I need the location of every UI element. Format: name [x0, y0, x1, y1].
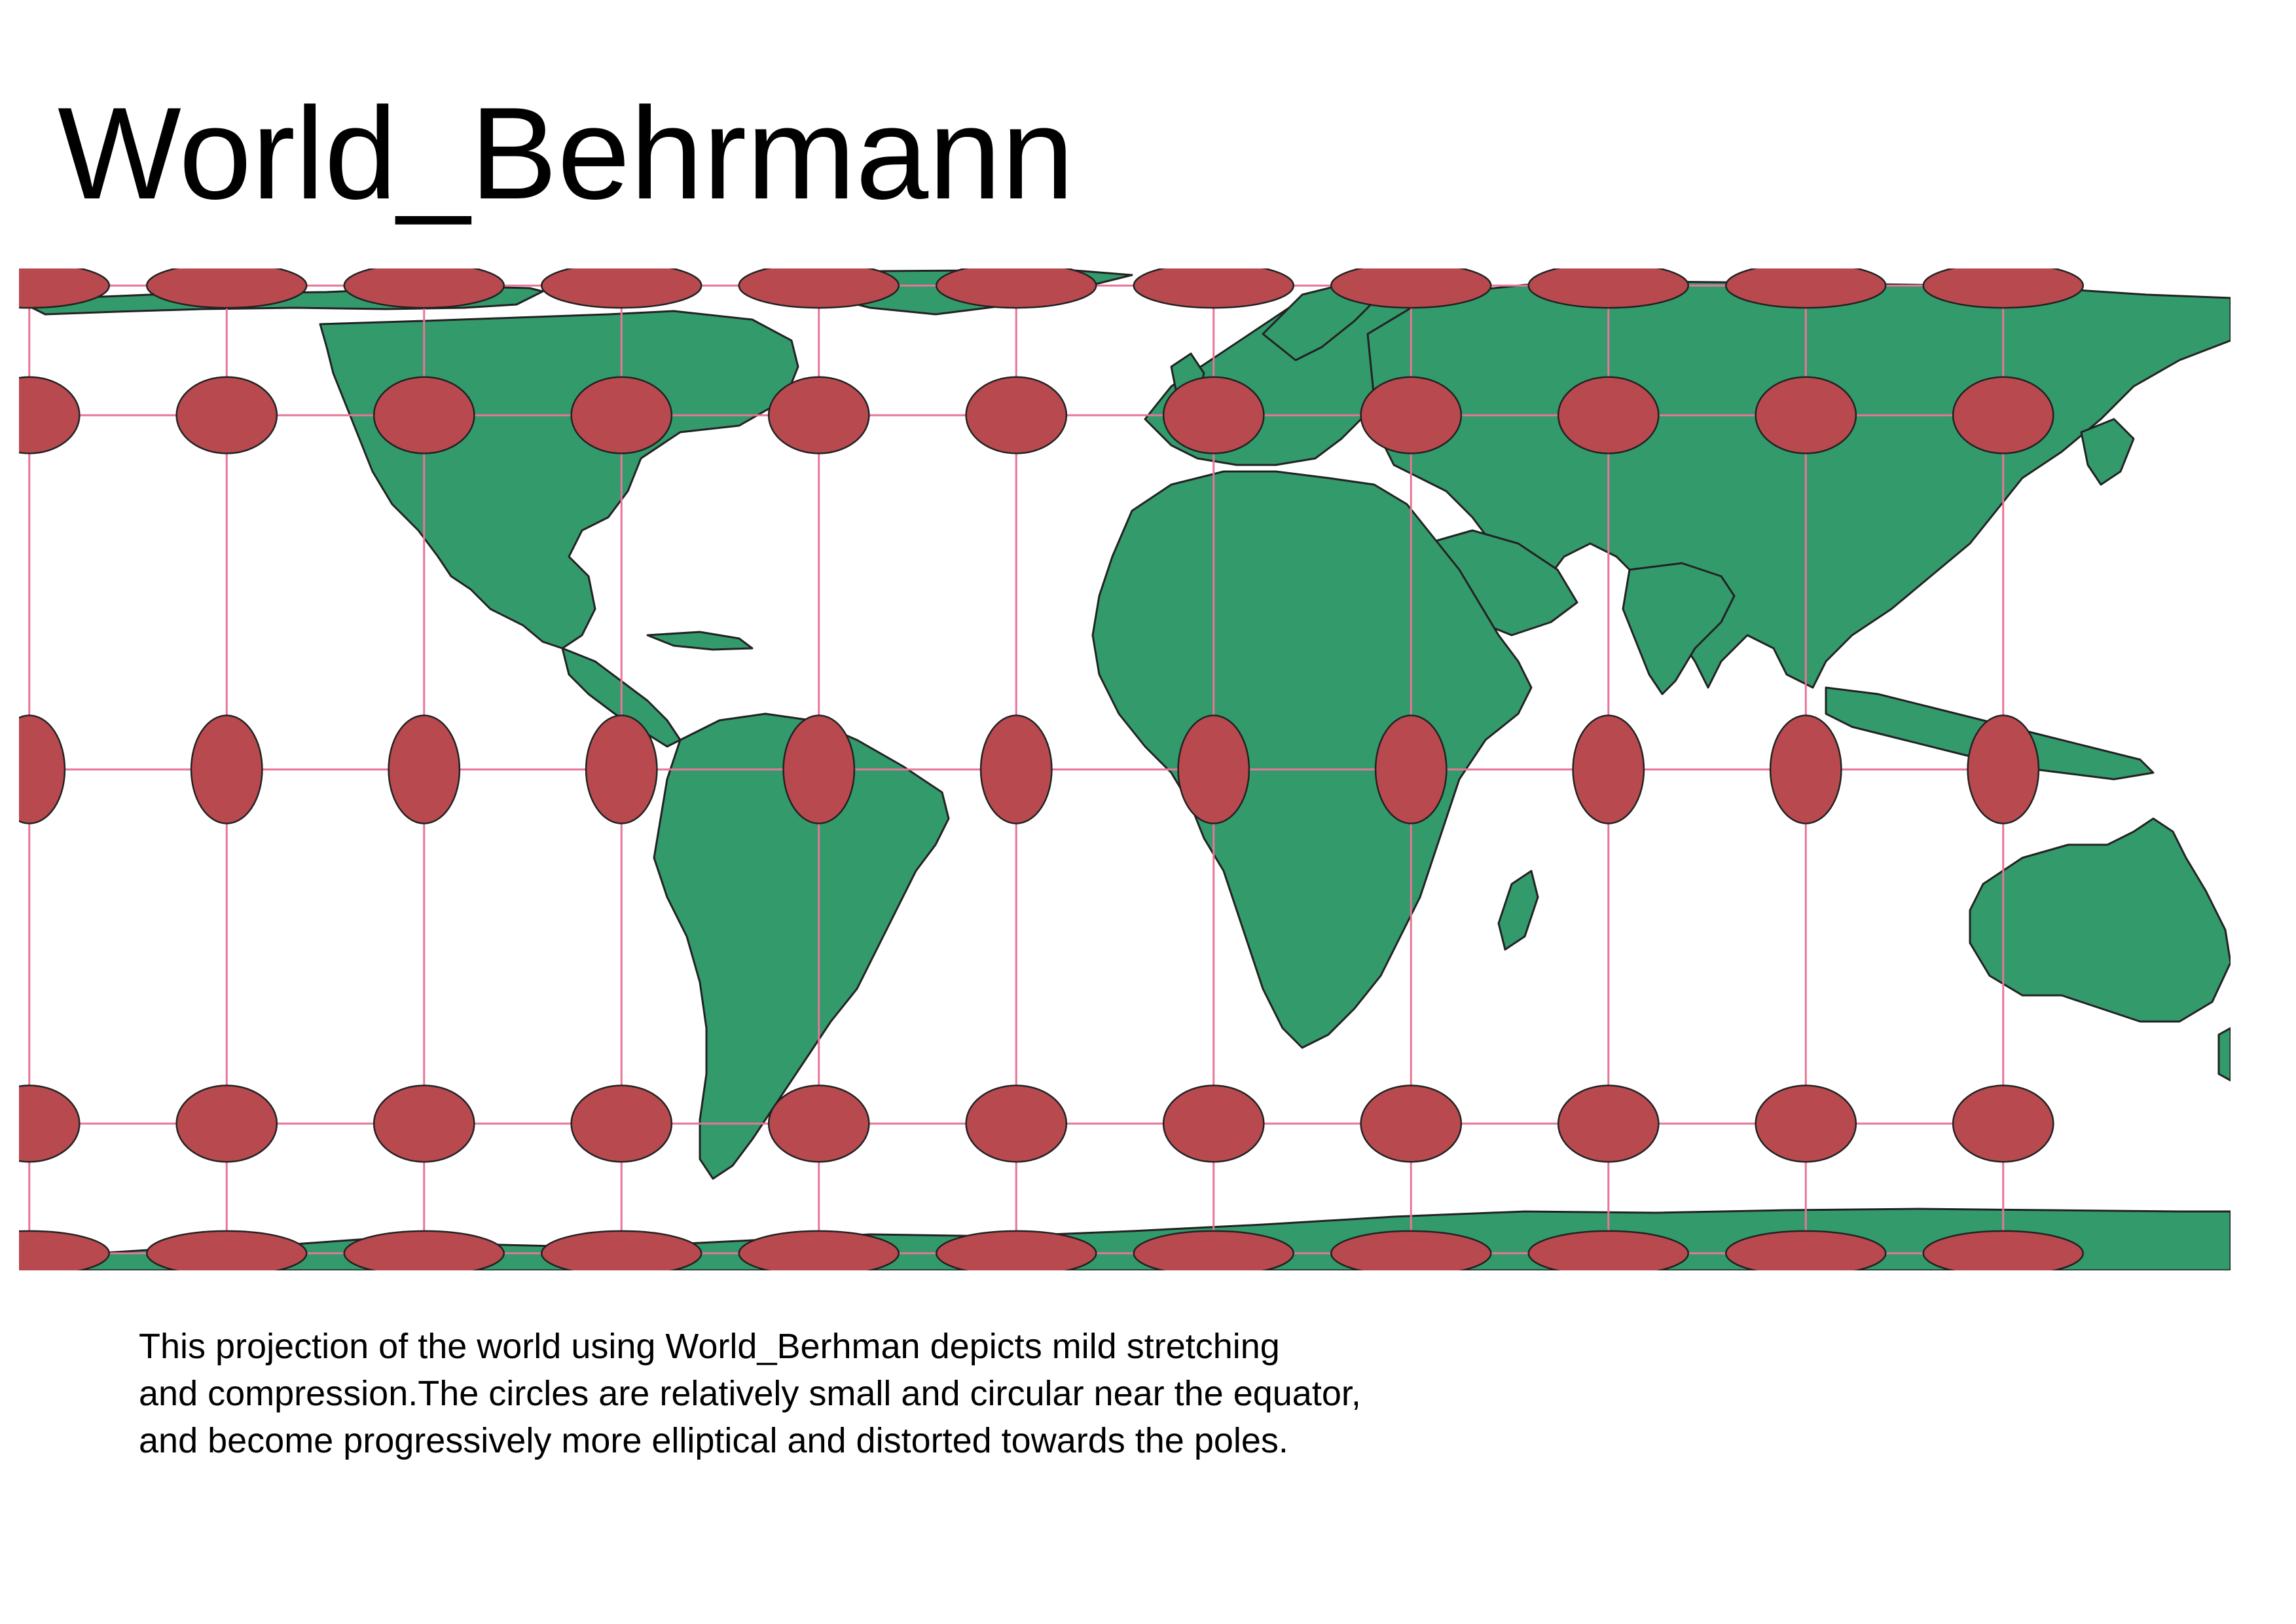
tissot-ellipse-r0-c10	[1922, 268, 2084, 309]
tissot-ellipse-r1-c0	[19, 376, 81, 454]
tissot-ellipse-r1-c3	[570, 376, 673, 454]
tissot-ellipse-r1-c1	[175, 376, 278, 454]
page-title: World_Behrmann	[58, 81, 1074, 227]
tissot-ellipse-r4-c2	[343, 1230, 505, 1270]
tissot-ellipse-r0-c5	[936, 268, 1097, 309]
tissot-ellipse-r4-c10	[1922, 1230, 2084, 1270]
landmass-caribbean	[646, 631, 754, 651]
description-line-1: This projection of the world using World…	[139, 1327, 1280, 1366]
tissot-ellipse-r3-c2	[373, 1084, 475, 1163]
world-map	[19, 268, 2231, 1270]
tissot-ellipse-r3-c0	[19, 1084, 81, 1163]
tissot-ellipse-r2-c5	[979, 714, 1053, 824]
tissot-ellipse-r4-c3	[541, 1230, 702, 1270]
tissot-ellipse-r2-c6	[1177, 714, 1250, 824]
tissot-ellipse-r0-c8	[1527, 268, 1689, 309]
tissot-ellipse-r3-c7	[1360, 1084, 1463, 1163]
tissot-ellipse-r3-c5	[965, 1084, 1068, 1163]
landmass-madagascar	[1497, 870, 1539, 951]
tissot-ellipse-r0-c0	[19, 268, 110, 309]
tissot-ellipse-r4-c9	[1725, 1230, 1887, 1270]
landmass-scandinavia	[1262, 280, 1382, 361]
tissot-ellipse-r1-c8	[1557, 376, 1660, 454]
landmass-indian-subcontinent	[1622, 562, 1736, 695]
landmass-africa	[1091, 470, 1533, 1049]
tissot-ellipse-r3-c6	[1162, 1084, 1265, 1163]
tissot-ellipse-r4-c4	[738, 1230, 900, 1270]
tissot-ellipse-r1-c2	[373, 376, 475, 454]
tissot-ellipse-r3-c10	[1952, 1084, 2054, 1163]
tissot-ellipse-r0-c1	[146, 268, 308, 309]
description-line-3: and become progressively more elliptical…	[139, 1421, 1288, 1460]
tissot-ellipse-r4-c5	[936, 1230, 1097, 1270]
landmass-north-america	[319, 310, 799, 650]
tissot-ellipse-r3-c4	[767, 1084, 870, 1163]
tissot-ellipse-r3-c3	[570, 1084, 673, 1163]
tissot-ellipse-r4-c0	[19, 1230, 110, 1270]
tissot-ellipse-r2-c7	[1374, 714, 1448, 824]
tissot-ellipse-r3-c9	[1755, 1084, 1857, 1163]
tissot-ellipse-r4-c1	[146, 1230, 308, 1270]
tissot-ellipse-r0-c9	[1725, 268, 1887, 309]
landmass-south-america	[653, 712, 950, 1180]
tissot-indicatrix-layer	[19, 268, 2084, 1270]
tissot-ellipse-r1-c7	[1360, 376, 1463, 454]
tissot-ellipse-r2-c9	[1769, 714, 1842, 824]
tissot-ellipse-r4-c6	[1133, 1230, 1294, 1270]
tissot-ellipse-r2-c0	[19, 714, 66, 824]
tissot-ellipse-r2-c3	[585, 714, 658, 824]
tissot-ellipse-r2-c2	[388, 714, 461, 824]
tissot-ellipse-r0-c6	[1133, 268, 1294, 309]
tissot-ellipse-r2-c8	[1572, 714, 1645, 824]
tissot-ellipse-r1-c6	[1162, 376, 1265, 454]
tissot-ellipse-r0-c2	[343, 268, 505, 309]
map-description: This projection of the world using World…	[139, 1323, 1710, 1464]
tissot-ellipse-r3-c8	[1557, 1084, 1660, 1163]
landmass-australia	[1969, 817, 2231, 1023]
tissot-ellipse-r2-c10	[1967, 714, 2040, 824]
tissot-ellipse-r1-c4	[767, 376, 870, 454]
map-canvas	[19, 268, 2231, 1270]
tissot-ellipse-r0-c3	[541, 268, 702, 309]
landmass-japan	[2080, 418, 2135, 486]
tissot-ellipse-r4-c8	[1527, 1230, 1689, 1270]
landmass-new-zealand	[2217, 1027, 2231, 1082]
description-line-2: and compression.The circles are relative…	[139, 1374, 1361, 1413]
tissot-ellipse-r2-c1	[190, 714, 263, 824]
tissot-ellipse-r4-c7	[1330, 1230, 1492, 1270]
tissot-ellipse-r1-c9	[1755, 376, 1857, 454]
tissot-ellipse-r0-c4	[738, 268, 900, 309]
tissot-ellipse-r0-c7	[1330, 268, 1492, 309]
tissot-ellipse-r3-c1	[175, 1084, 278, 1163]
tissot-ellipse-r1-c10	[1952, 376, 2054, 454]
tissot-ellipse-r1-c5	[965, 376, 1068, 454]
tissot-ellipse-r2-c4	[782, 714, 856, 824]
